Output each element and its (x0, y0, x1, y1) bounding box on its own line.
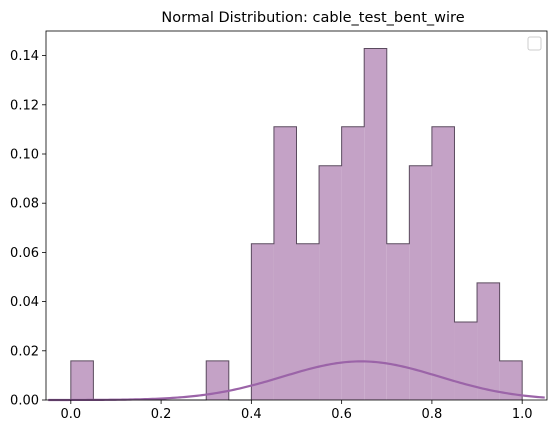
histogram-bar (70, 360, 94, 400)
y-tick-label: 0.00 (10, 394, 39, 409)
x-tick-label: 0.4 (241, 407, 262, 422)
x-axis: 0.0 0.2 0.4 0.6 0.8 1.0 (60, 400, 533, 422)
histogram-bar (386, 243, 410, 400)
histogram-bar (477, 282, 500, 400)
chart-title: Normal Distribution: cable_test_bent_wir… (161, 10, 464, 26)
y-tick-label: 0.06 (10, 246, 39, 261)
histogram-bar (251, 243, 274, 400)
x-tick-label: 0.0 (60, 407, 81, 422)
histogram-bar (341, 126, 365, 400)
legend (527, 36, 542, 51)
x-tick-label: 0.6 (331, 407, 352, 422)
histogram-bar (319, 165, 342, 400)
y-tick-label: 0.14 (10, 49, 39, 64)
histogram-bar (409, 165, 432, 400)
y-tick-label: 0.02 (10, 344, 39, 359)
y-tick-label: 0.12 (10, 98, 39, 113)
histogram-bar (499, 360, 523, 400)
density-curve (48, 360, 545, 402)
y-axis: 0.00 0.02 0.04 0.06 0.08 0.10 0.12 0.14 (10, 49, 46, 409)
histogram-bar (364, 48, 387, 400)
plot-frame (45, 30, 548, 401)
y-tick-label: 0.10 (10, 148, 39, 163)
y-tick-label: 0.04 (10, 295, 39, 310)
x-tick-label: 0.2 (151, 407, 172, 422)
y-tick-label: 0.08 (10, 197, 39, 212)
x-tick-label: 0.8 (422, 407, 443, 422)
histogram-bar (206, 360, 229, 400)
histogram-bar (431, 126, 455, 400)
histogram-bar (273, 126, 297, 400)
histogram-bar (296, 243, 320, 400)
histogram-bars (70, 48, 523, 400)
legend-box (527, 36, 542, 51)
histogram-bar (454, 322, 478, 400)
x-tick-label: 1.0 (512, 407, 533, 422)
